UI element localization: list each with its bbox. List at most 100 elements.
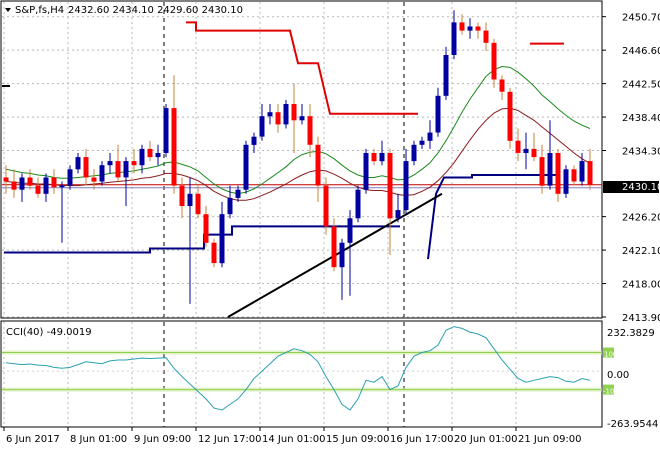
price-tick-label: 2413.90 bbox=[622, 313, 660, 324]
candle-down bbox=[51, 177, 57, 188]
candle-up bbox=[155, 153, 161, 158]
candle-down bbox=[587, 161, 593, 185]
candlesticks bbox=[3, 10, 593, 304]
candle-up bbox=[435, 95, 441, 133]
symbol-label: S&P,fs,H4 bbox=[15, 5, 64, 16]
candle-down bbox=[275, 112, 281, 125]
cci-level-100-label: 100 bbox=[604, 351, 617, 359]
candle-up bbox=[139, 148, 145, 166]
price-tick-label: 2434.30 bbox=[622, 147, 660, 158]
ohlc-values: 2432.60 2434.10 2429.60 2430.10 bbox=[68, 5, 243, 16]
cci-scale-min: -263.9544 bbox=[607, 419, 658, 430]
candle-up bbox=[19, 177, 25, 190]
time-tick-label: 16 Jun 17:00 bbox=[390, 434, 454, 445]
candle-down bbox=[371, 153, 377, 162]
candle-up bbox=[443, 55, 449, 96]
candle-up bbox=[123, 161, 129, 178]
candle-down bbox=[507, 91, 513, 141]
candle-up bbox=[107, 161, 113, 166]
candle-up bbox=[523, 148, 529, 153]
candle-up bbox=[403, 161, 409, 211]
candle-up bbox=[235, 189, 241, 198]
candle-down bbox=[483, 30, 489, 43]
candle-up bbox=[267, 112, 273, 117]
grid-lines bbox=[2, 2, 602, 427]
price-tick-label: 2450.70 bbox=[622, 13, 660, 24]
candle-down bbox=[147, 148, 153, 158]
candle-up bbox=[355, 189, 361, 219]
time-axis: 6 Jun 2017 8 Jun 01:00 9 Jun 09:00 12 Jun 1… bbox=[3, 427, 582, 445]
candle-down bbox=[307, 116, 313, 145]
cci-level-100-tag bbox=[603, 347, 614, 358]
candle-down bbox=[131, 161, 137, 166]
candle-up bbox=[75, 157, 81, 170]
candle-up bbox=[563, 169, 569, 194]
candle-down bbox=[203, 214, 209, 243]
candle-up bbox=[579, 161, 585, 182]
candle-up bbox=[339, 242, 345, 268]
candle-up bbox=[227, 197, 233, 215]
cci-panel-frame[interactable] bbox=[0, 320, 603, 428]
cci-line bbox=[5, 326, 591, 411]
candle-down bbox=[179, 185, 185, 206]
candle-down bbox=[323, 185, 329, 227]
price-tick-label: 2418.00 bbox=[622, 280, 660, 291]
candle-up bbox=[299, 116, 305, 121]
candle-down bbox=[35, 185, 41, 194]
candle-up bbox=[43, 177, 49, 194]
candle-up bbox=[59, 185, 65, 188]
candle-down bbox=[475, 26, 481, 31]
candle-down bbox=[115, 161, 121, 178]
main-chart-frame[interactable] bbox=[0, 0, 603, 319]
time-tick-label: 20 Jun 01:00 bbox=[454, 434, 518, 445]
candle-up bbox=[283, 104, 289, 125]
candle-down bbox=[571, 169, 577, 182]
candle-up bbox=[395, 210, 401, 219]
sma-slow-line bbox=[5, 107, 591, 201]
candle-down bbox=[459, 22, 465, 31]
candle-down bbox=[195, 193, 201, 215]
candle-up bbox=[419, 140, 425, 145]
time-tick-label: 9 Jun 09:00 bbox=[134, 434, 191, 445]
candle-down bbox=[387, 153, 393, 219]
time-tick-label: 8 Jun 01:00 bbox=[70, 434, 127, 445]
price-tick-label: 2446.60 bbox=[622, 46, 660, 57]
candle-up bbox=[427, 132, 433, 141]
cci-scale-max: 232.3829 bbox=[607, 328, 655, 339]
price-tick-label: 2426.20 bbox=[622, 213, 660, 224]
time-tick-label: 6 Jun 2017 bbox=[6, 434, 60, 445]
candle-down bbox=[171, 108, 177, 186]
price-tick-label: 2422.10 bbox=[622, 246, 660, 257]
candle-down bbox=[291, 104, 297, 121]
candle-down bbox=[83, 157, 89, 178]
current-price-tag bbox=[603, 181, 659, 193]
candle-up bbox=[219, 214, 225, 264]
candle-down bbox=[539, 157, 545, 186]
candle-down bbox=[515, 140, 521, 153]
cci-indicator: 100 -100 bbox=[2, 326, 619, 411]
candle-up bbox=[187, 193, 193, 206]
candle-down bbox=[499, 79, 505, 92]
cci-level-minus-100-label: -100 bbox=[603, 388, 619, 396]
candle-up bbox=[379, 153, 385, 162]
cci-scale-zero: 0.00 bbox=[607, 370, 629, 381]
cci-level-minus-100-tag bbox=[603, 384, 614, 395]
candle-up bbox=[347, 218, 353, 243]
time-tick-label: 15 Jun 09:00 bbox=[326, 434, 390, 445]
candle-up bbox=[411, 144, 417, 162]
candle-up bbox=[251, 136, 257, 145]
price-tick-label: 2438.40 bbox=[622, 113, 660, 124]
candle-down bbox=[315, 144, 321, 186]
candle-down bbox=[27, 177, 33, 186]
candle-down bbox=[331, 226, 337, 268]
candle-up bbox=[243, 144, 249, 190]
candle-up bbox=[547, 153, 553, 186]
candle-down bbox=[11, 181, 17, 190]
navy-step-line-right bbox=[427, 174, 560, 260]
candle-up bbox=[467, 26, 473, 31]
red-step-line bbox=[186, 21, 418, 115]
candle-up bbox=[451, 22, 457, 55]
candle-down bbox=[211, 242, 217, 264]
dropdown-arrow-icon[interactable] bbox=[5, 8, 11, 12]
